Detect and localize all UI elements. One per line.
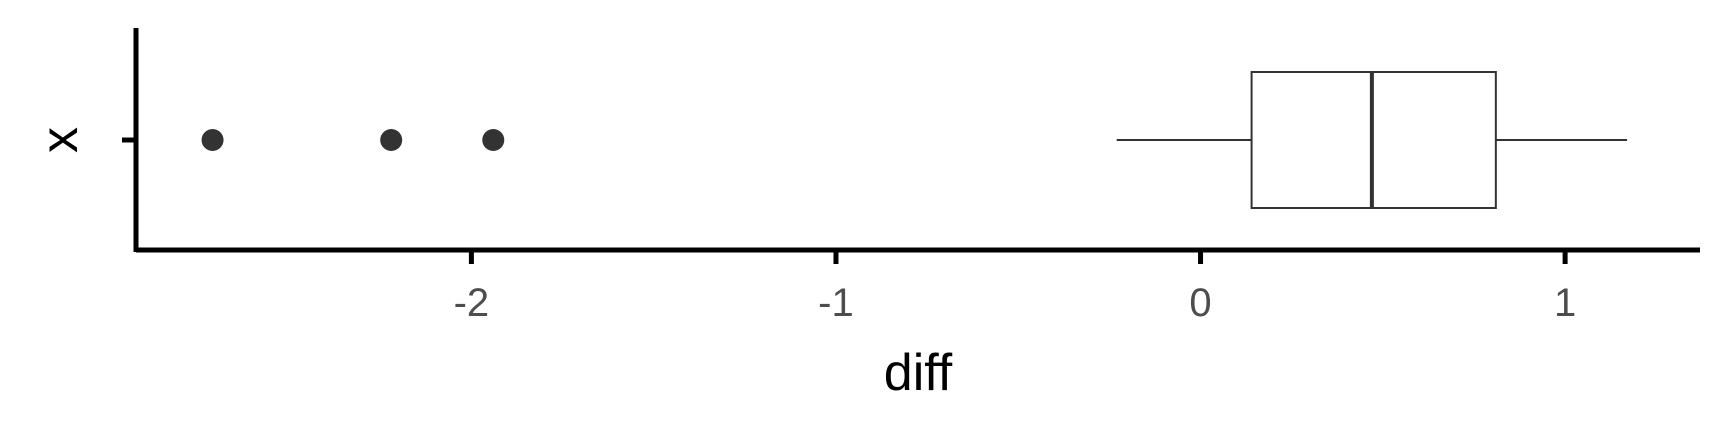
- x-axis-ticks: -2 -1 0 1: [454, 250, 1576, 325]
- x-tick-label: -2: [454, 281, 490, 325]
- y-axis-title: x: [31, 127, 89, 153]
- x-tick-label: 1: [1554, 281, 1576, 325]
- x-tick-label: -1: [818, 281, 854, 325]
- x-tick-label: 0: [1189, 281, 1211, 325]
- x-axis-title: diff: [884, 344, 953, 402]
- outlier-point: [201, 129, 224, 151]
- outlier-point: [380, 129, 403, 151]
- box-series: [201, 71, 1628, 209]
- outlier-point: [482, 129, 505, 151]
